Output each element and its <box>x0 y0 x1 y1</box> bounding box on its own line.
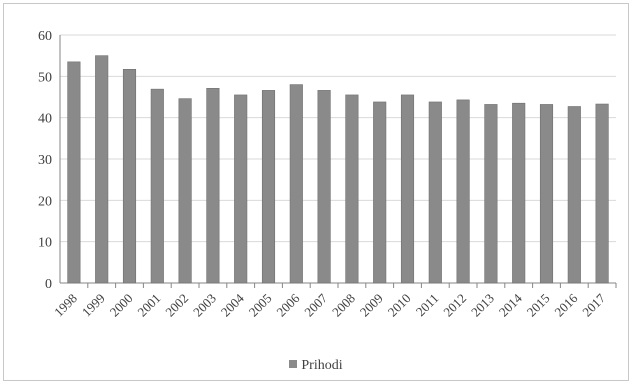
y-tick-label: 40 <box>38 112 52 127</box>
bar <box>317 90 331 284</box>
bar <box>428 101 442 284</box>
chart-frame: 0 10 20 30 40 50 60 1998 1999 2000 2001 2002 2003 200… <box>3 3 629 381</box>
legend-swatch <box>289 360 298 368</box>
bar <box>512 102 526 284</box>
y-tick-label: 50 <box>38 70 52 85</box>
bar <box>178 98 192 284</box>
x-tick-label: 2016 <box>551 290 580 319</box>
x-tick-label: 1998 <box>51 291 80 320</box>
bar <box>206 88 220 284</box>
x-tick-label: 2009 <box>357 291 386 320</box>
x-tick-label: 2010 <box>385 291 414 320</box>
x-tick-label: 2006 <box>273 290 302 319</box>
x-tick-label: 2005 <box>246 291 275 320</box>
y-tick-label: 60 <box>38 29 52 44</box>
x-tick-label: 2008 <box>329 291 358 320</box>
bar <box>595 103 609 284</box>
x-tick-label: 2015 <box>524 291 553 320</box>
bar <box>345 94 359 284</box>
legend-label: Prihodi <box>301 358 343 373</box>
bar <box>373 101 387 284</box>
y-tick-label: 20 <box>38 194 52 209</box>
x-tick-label: 2004 <box>218 290 247 319</box>
bar-chart: 0102030405060199819992000200120022003200… <box>38 29 617 320</box>
legend: Prihodi <box>4 358 628 374</box>
x-tick-label: 2007 <box>301 290 330 319</box>
x-tick-label: 2003 <box>190 291 219 320</box>
bar <box>150 88 164 284</box>
x-tick-label: 2000 <box>107 291 136 320</box>
bar <box>567 106 581 284</box>
x-tick-label: 2001 <box>134 291 163 320</box>
bar <box>484 104 498 284</box>
x-tick-label: 2014 <box>496 290 525 319</box>
x-tick-label: 2011 <box>413 291 442 320</box>
bar <box>67 61 81 284</box>
y-tick-label: 30 <box>38 153 52 168</box>
bar <box>289 84 303 284</box>
bar <box>122 69 137 284</box>
y-tick-label: 10 <box>38 236 52 251</box>
bar <box>95 55 109 284</box>
x-tick-label: 1999 <box>79 291 108 320</box>
x-tick-label: 2013 <box>468 291 497 320</box>
bar <box>234 94 248 284</box>
x-tick-label: 2012 <box>440 291 469 320</box>
y-tick-label: 0 <box>45 277 52 292</box>
x-tick-label: 2017 <box>579 290 608 319</box>
bar <box>400 94 415 284</box>
bar <box>539 104 554 284</box>
bar <box>456 99 470 284</box>
bar <box>261 90 276 284</box>
x-tick-label: 2002 <box>162 291 191 320</box>
